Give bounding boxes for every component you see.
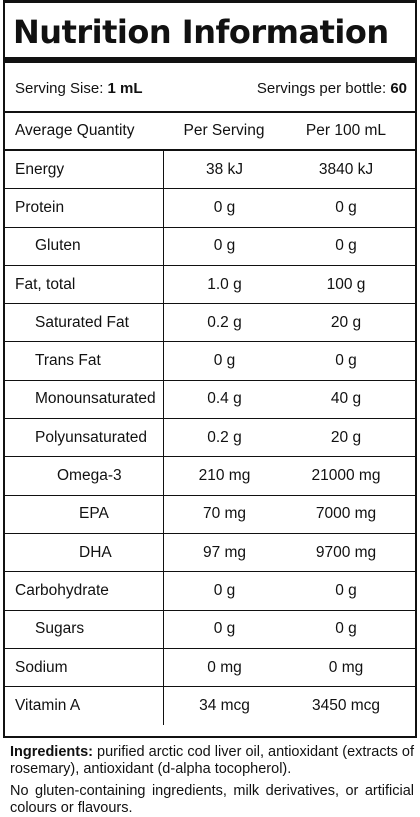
allergen-note: No gluten-containing ingredients, milk d… [10, 783, 414, 816]
nutrient-name: Vitamin A [15, 697, 81, 715]
per-100-value: 0 g [335, 581, 357, 599]
per-serving-value: 97 mg [163, 533, 285, 572]
per-serving-value: 0 g [163, 572, 285, 610]
ingredients-text: Ingredients: purified arctic cod liver o… [10, 744, 414, 778]
nutrient-name: Monounsaturated [35, 390, 156, 408]
ingredients-list: purified arctic cod liver oil, antioxida… [10, 744, 414, 777]
nutrient-name: Saturated Fat [35, 313, 129, 331]
nutrient-rows: Energy 38 kJ 3840 kJ Protein 0 g 0 g Glu… [5, 151, 415, 726]
per-100-value: 0 mg [328, 658, 364, 676]
per-serving-value: 210 mg [163, 457, 285, 495]
per-100-value: 9700 mg [315, 543, 377, 561]
serving-size-label: Serving Sise: [15, 80, 108, 97]
table-header: Average Quantity Per Serving Per 100 mL [5, 113, 415, 151]
table-row: Gluten 0 g 0 g [5, 227, 415, 266]
per-serving-value: 38 kJ [163, 151, 285, 189]
nutrient-name: Protein [15, 198, 65, 216]
per-100-value: 0 g [335, 237, 357, 255]
servings-per-bottle-label: Servings per bottle: [256, 80, 391, 97]
nutrient-name: Sugars [35, 620, 85, 638]
per-100-value: 100 g [326, 275, 366, 293]
table-row: Sodium 0 mg 0 mg [5, 648, 415, 688]
per-100-value: 7000 mg [315, 505, 377, 523]
servings-per-bottle: Servings per bottle: 60 [257, 80, 407, 97]
serving-size: Serving Sise: 1 mL [15, 80, 143, 97]
table-row: Polyunsaturated 0.2 g 20 g [5, 419, 415, 458]
per-100-value: 40 g [330, 390, 362, 408]
table-row: EPA 70 mg 7000 mg [5, 495, 415, 534]
nutrient-name: Energy [15, 160, 65, 178]
table-row: Carbohydrate 0 g 0 g [5, 572, 415, 611]
per-100-value: 3840 kJ [318, 160, 374, 178]
per-serving-value: 0.4 g [163, 380, 285, 419]
per-serving-value: 0 mg [163, 648, 285, 687]
nutrient-name: Omega-3 [57, 467, 122, 485]
per-100-value: 0 g [335, 352, 357, 370]
per-serving-value: 0 g [163, 610, 285, 648]
header-per-serving: Per Serving [183, 122, 265, 139]
table-row: Energy 38 kJ 3840 kJ [5, 151, 415, 190]
per-serving-value: 0 g [163, 227, 285, 265]
table-row: Vitamin A 34 mcg 3450 mcg [5, 687, 415, 726]
nutrient-name: Fat, total [15, 275, 76, 293]
per-serving-value: 0.2 g [163, 419, 285, 457]
per-100-value: 20 g [330, 313, 362, 331]
table-row: Protein 0 g 0 g [5, 189, 415, 228]
table-row: Fat, total 1.0 g 100 g [5, 265, 415, 305]
table-row: Sugars 0 g 0 g [5, 610, 415, 649]
per-serving-value: 0 g [163, 189, 285, 227]
table-row: DHA 97 mg 9700 mg [5, 533, 415, 573]
table-row: Saturated Fat 0.2 g 20 g [5, 304, 415, 343]
per-100-value: 0 g [335, 198, 357, 216]
per-100-value: 20 g [330, 428, 362, 446]
ingredients-label: Ingredients: [10, 744, 93, 760]
serving-info: Serving Sise: 1 mL Servings per bottle: … [5, 63, 415, 113]
nutrient-name: Sodium [15, 658, 68, 676]
table-row: Monounsaturated 0.4 g 40 g [5, 380, 415, 420]
per-100-value: 21000 mg [311, 467, 381, 485]
nutrient-name: Trans Fat [35, 352, 101, 370]
serving-size-value: 1 mL [107, 80, 143, 97]
per-serving-value: 34 mcg [163, 687, 285, 726]
nutrient-name: Polyunsaturated [35, 428, 148, 446]
ingredients-section: Ingredients: purified arctic cod liver o… [0, 738, 420, 817]
nutrient-name: Carbohydrate [15, 581, 109, 599]
header-per-100ml: Per 100 mL [305, 122, 387, 139]
nutrition-panel: Nutrition Information Serving Sise: 1 mL… [3, 0, 417, 738]
nutrient-name: Gluten [35, 237, 81, 255]
header-average-quantity: Average Quantity [15, 122, 135, 139]
nutrient-name: EPA [79, 505, 109, 523]
per-100-value: 0 g [335, 620, 357, 638]
table-row: Trans Fat 0 g 0 g [5, 342, 415, 381]
nutrient-name: DHA [79, 543, 112, 561]
servings-per-bottle-value: 60 [390, 80, 407, 97]
per-serving-value: 1.0 g [163, 265, 285, 304]
per-100-value: 3450 mcg [311, 697, 381, 715]
table-row: Omega-3 210 mg 21000 mg [5, 457, 415, 496]
panel-title: Nutrition Information [5, 3, 415, 63]
per-serving-value: 0.2 g [163, 304, 285, 342]
per-serving-value: 0 g [163, 342, 285, 380]
per-serving-value: 70 mg [163, 495, 285, 533]
